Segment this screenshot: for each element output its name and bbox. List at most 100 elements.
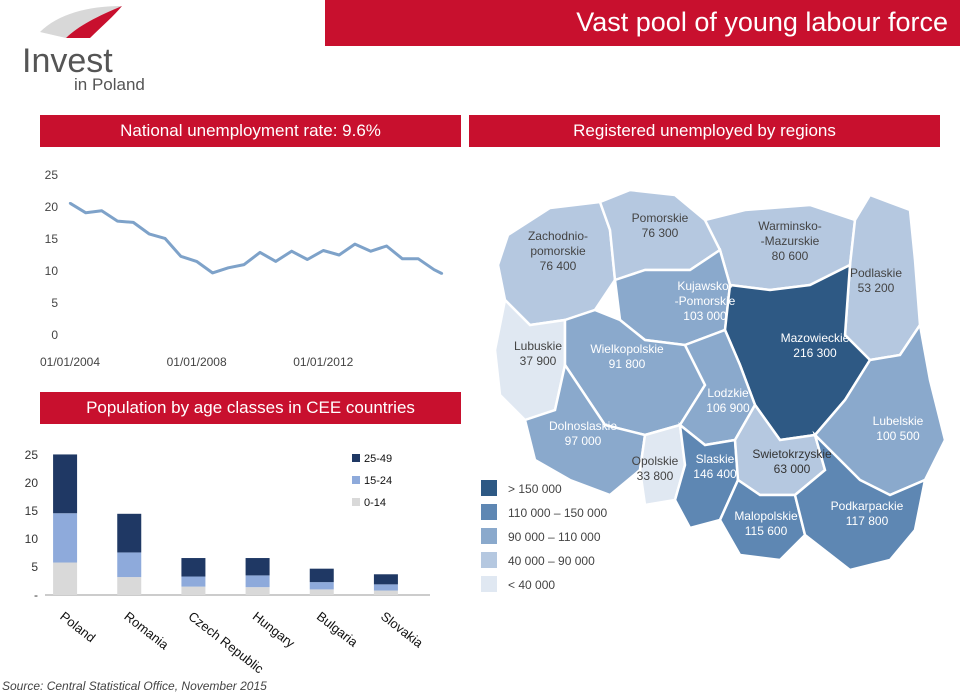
y-tick-label: 5: [51, 296, 58, 310]
x-tick-label: Bulgaria: [314, 609, 361, 651]
x-tick-label: 01/01/2012: [293, 355, 353, 369]
data-point: [258, 251, 262, 254]
map-regions: [493, 188, 947, 572]
region-value: 91 800: [609, 357, 646, 371]
data-point: [84, 211, 88, 214]
region-name: Lubelskie: [873, 414, 924, 428]
region-name: Kujawsko-: [677, 279, 732, 293]
region-value: 76 400: [540, 259, 577, 273]
data-point: [432, 268, 436, 271]
y-tick-label: 15: [25, 504, 39, 518]
region-name: -Pomorskie: [675, 294, 736, 308]
y-tick-label: 10: [45, 264, 59, 278]
region-value: 33 800: [637, 469, 674, 483]
page-title: Vast pool of young labour force: [576, 7, 948, 37]
region-name: Pomorskie: [632, 211, 689, 225]
map-legend: > 150 000 110 000 – 150 000 90 000 – 110 0…: [481, 480, 608, 592]
y-tick-label: 20: [25, 476, 39, 490]
region-value: 106 900: [706, 401, 750, 415]
region-value: 76 300: [642, 226, 679, 240]
bar-segment: [181, 558, 206, 577]
bar-segment: [373, 590, 398, 595]
region-name: Warminsko-: [758, 219, 822, 233]
x-tick-label: Hungary: [250, 609, 298, 651]
legend-label: 15-24: [364, 475, 392, 487]
data-point: [116, 219, 119, 223]
x-tick-label: Romania: [121, 609, 172, 653]
legend-swatch: [481, 552, 497, 568]
data-point: [417, 257, 420, 261]
region-value: 37 900: [520, 354, 557, 368]
data-point: [369, 249, 372, 253]
data-point: [100, 209, 103, 213]
bar-segment: [117, 552, 142, 578]
legend-label: 0-14: [364, 497, 386, 509]
region-value: 146 400: [693, 467, 737, 481]
legend-label: > 150 000: [508, 482, 562, 496]
data-point: [274, 260, 277, 263]
source-note: Source: Central Statistical Office, Nove…: [2, 679, 267, 693]
x-tick-label: Slovakia: [378, 609, 427, 652]
bar-segment: [309, 568, 334, 583]
region-value: 97 000: [565, 434, 602, 448]
x-tick-label: Poland: [57, 609, 98, 646]
series-line: [69, 201, 443, 275]
region-name: Zachodnio-: [528, 229, 588, 243]
regions-section-title: Registered unemployed by regions: [469, 115, 940, 147]
header-bar: Vast pool of young labour force: [325, 0, 960, 46]
flag-white-stripe: [40, 6, 122, 38]
region-value: 117 800: [846, 514, 889, 528]
data-point: [306, 258, 309, 261]
bar-segment: [245, 558, 270, 576]
x-tick-label: 01/01/2008: [167, 355, 227, 369]
data-point: [179, 255, 183, 258]
y-tick-label: 25: [45, 168, 59, 182]
legend-swatch: [481, 576, 497, 592]
region-name: Mazowieckie: [781, 331, 850, 345]
flag-red-stripe: [66, 6, 122, 38]
region-name: Malopolskie: [734, 509, 798, 523]
region-name: Swietokrzyskie: [752, 447, 832, 461]
data-point: [147, 232, 151, 236]
bar-segment: [117, 513, 142, 553]
bar-segment: [245, 587, 270, 595]
region-name: Lubuskie: [514, 339, 562, 353]
bar-segment: [117, 577, 142, 595]
data-point: [401, 257, 404, 261]
region-podkarpackie: [793, 430, 927, 572]
data-point: [337, 253, 341, 257]
legend-swatch: [352, 476, 360, 484]
region-name: -Mazurskie: [761, 234, 820, 248]
legend-swatch: [481, 480, 497, 496]
bar-segment: [53, 513, 78, 563]
region-value: 53 200: [858, 281, 895, 295]
y-tick-label: 5: [31, 560, 38, 574]
x-tick-label: 01/01/2004: [40, 355, 100, 369]
logo-subtext: in Poland: [74, 75, 145, 94]
region-value: 80 600: [772, 249, 809, 263]
data-point: [353, 242, 357, 246]
bar-segment: [309, 589, 334, 595]
region-value: 216 300: [793, 346, 837, 360]
legend-label: 110 000 – 150 000: [508, 506, 608, 520]
region-name: Lodzkie: [707, 386, 749, 400]
data-point: [322, 249, 325, 252]
y-tick-label: -: [34, 588, 38, 602]
data-point: [211, 271, 214, 275]
legend-swatch: [352, 454, 360, 462]
region-name: Podlaskie: [850, 266, 902, 280]
bar-segment: [373, 574, 398, 585]
region-name: Slaskie: [696, 452, 735, 466]
region-name: Opolskie: [632, 454, 679, 468]
bar-segment: [245, 575, 270, 588]
region-name: pomorskie: [530, 244, 586, 258]
region-value: 115 600: [745, 524, 788, 538]
data-point: [163, 237, 167, 240]
unemployment-section-title: National unemployment rate: 9.6%: [40, 115, 461, 147]
data-point: [227, 266, 230, 269]
invest-in-poland-logo: Invest in Poland: [18, 2, 178, 94]
bar-segment: [181, 586, 206, 595]
unemployment-line-chart: 0 5 10 15 20 25 01/01/2004 01/01/2008 01/01/2012: [40, 168, 444, 369]
legend-swatch: [352, 498, 360, 506]
